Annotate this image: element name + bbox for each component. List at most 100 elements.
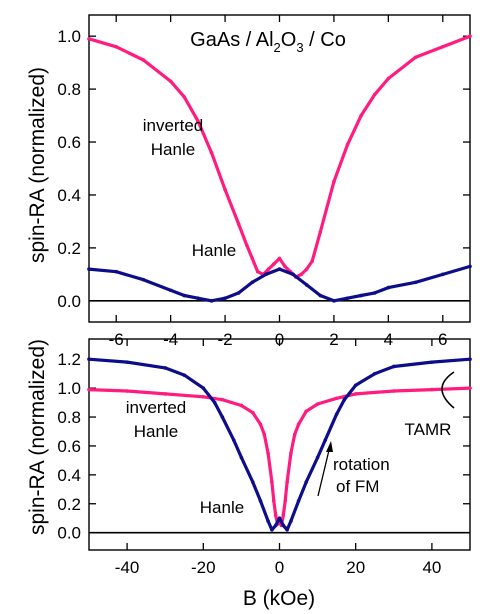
data-point-hanle bbox=[345, 296, 350, 300]
data-point-hanle bbox=[258, 499, 263, 503]
data-point-hanle bbox=[239, 455, 244, 460]
data-point-hanle bbox=[125, 360, 129, 364]
data-point-hanle bbox=[332, 299, 336, 303]
data-point-inverted-hanle bbox=[334, 396, 339, 401]
data-point-hanle bbox=[277, 267, 282, 271]
data-point-inverted-hanle bbox=[251, 410, 255, 415]
data-point-hanle bbox=[182, 373, 187, 377]
data-point-inverted-hanle bbox=[114, 44, 119, 49]
data-point-hanle bbox=[291, 272, 295, 277]
data-point-hanle bbox=[114, 269, 119, 274]
y-tick-label: 0.2 bbox=[57, 495, 81, 514]
x-tick-label: -20 bbox=[191, 558, 216, 577]
data-point-inverted-hanle bbox=[289, 451, 293, 455]
data-point-inverted-hanle bbox=[386, 76, 391, 81]
y-tick-label: 0.8 bbox=[57, 408, 81, 427]
data-point-hanle bbox=[277, 516, 282, 521]
data-point-inverted-hanle bbox=[315, 402, 320, 406]
data-point-hanle bbox=[359, 293, 363, 298]
data-point-inverted-hanle bbox=[271, 499, 276, 503]
x-tick-label: 40 bbox=[422, 558, 441, 577]
data-point-inverted-hanle bbox=[168, 79, 173, 83]
panel-bottom: -40 -20 0 20 40 0.0 0.2 0.4 0.6 0.8 1.0 1.2 inverte… bbox=[57, 338, 472, 577]
data-point-hanle bbox=[468, 357, 472, 362]
data-point-inverted-hanle bbox=[283, 499, 288, 503]
data-point-inverted-hanle bbox=[87, 387, 91, 392]
data-point-inverted-hanle bbox=[283, 264, 287, 269]
data-point-hanle bbox=[372, 371, 377, 376]
data-point-hanle bbox=[182, 293, 187, 298]
data-point-inverted-hanle bbox=[304, 267, 309, 271]
y-tick-label: 0.4 bbox=[57, 186, 81, 205]
series-line-hanle-top bbox=[87, 264, 472, 303]
data-point-hanle bbox=[392, 364, 396, 369]
data-point-inverted-hanle bbox=[281, 513, 286, 518]
data-point-inverted-hanle bbox=[273, 513, 278, 518]
data-point-inverted-hanle bbox=[258, 422, 263, 427]
data-point-hanle bbox=[372, 291, 377, 295]
data-point-inverted-hanle bbox=[318, 230, 323, 234]
rotation-arrow bbox=[317, 445, 331, 497]
data-point-hanle bbox=[168, 288, 173, 293]
data-point-inverted-hanle bbox=[468, 386, 472, 390]
annotation-inverted-hanle-top-line2: Hanle bbox=[151, 140, 195, 159]
y-axis-title-bottom: spin-RA (normalized) bbox=[26, 339, 49, 535]
data-point-inverted-hanle bbox=[345, 142, 350, 147]
data-point-inverted-hanle bbox=[270, 480, 274, 484]
data-point-inverted-hanle bbox=[182, 95, 187, 99]
data-point-hanle bbox=[304, 283, 309, 287]
data-point-hanle bbox=[87, 357, 91, 362]
y-tick-label: 0.0 bbox=[57, 292, 81, 311]
data-point-inverted-hanle bbox=[413, 55, 418, 60]
x-tick-label: -40 bbox=[115, 558, 140, 577]
data-point-hanle bbox=[251, 480, 255, 484]
data-point-inverted-hanle bbox=[250, 256, 255, 261]
data-point-hanle bbox=[430, 360, 434, 364]
data-point-inverted-hanle bbox=[299, 272, 304, 277]
data-point-inverted-hanle bbox=[262, 432, 267, 437]
annotation-hanle-bottom: Hanle bbox=[200, 498, 244, 517]
data-point-inverted-hanle bbox=[430, 387, 434, 392]
data-point-hanle bbox=[468, 264, 472, 269]
data-point-inverted-hanle bbox=[359, 113, 363, 118]
rotation-arrow-head bbox=[326, 441, 333, 452]
data-point-inverted-hanle bbox=[468, 34, 472, 38]
data-point-hanle bbox=[386, 285, 391, 290]
chart-title-top: GaAs / Al2O3 / Co bbox=[190, 29, 346, 55]
y-tick-label: 0.8 bbox=[57, 80, 81, 99]
data-point-hanle bbox=[231, 438, 236, 442]
data-point-inverted-hanle bbox=[125, 389, 129, 393]
data-point-hanle bbox=[323, 438, 328, 442]
annotation-hanle-top: Hanle bbox=[192, 241, 236, 260]
y-tick-label: 1.2 bbox=[57, 350, 81, 369]
data-point-inverted-hanle bbox=[255, 269, 260, 274]
x-tick-label: 20 bbox=[346, 558, 365, 577]
data-point-hanle bbox=[315, 455, 320, 460]
data-point-inverted-hanle bbox=[163, 392, 167, 396]
data-point-inverted-hanle bbox=[285, 480, 289, 484]
data-point-inverted-hanle bbox=[292, 432, 297, 437]
data-point-inverted-hanle bbox=[332, 179, 336, 184]
y-tick-label: 0.6 bbox=[57, 133, 81, 152]
data-point-inverted-hanle bbox=[209, 150, 214, 155]
data-point-inverted-hanle bbox=[372, 92, 377, 97]
series-group-top bbox=[87, 34, 472, 303]
data-point-hanle bbox=[236, 291, 241, 295]
data-point-inverted-hanle bbox=[310, 259, 314, 263]
data-point-inverted-hanle bbox=[304, 409, 308, 414]
data-point-inverted-hanle bbox=[277, 256, 282, 261]
y-tick-label: 0.4 bbox=[57, 466, 81, 485]
data-point-hanle bbox=[342, 397, 347, 402]
data-point-hanle bbox=[163, 366, 167, 370]
data-point-hanle bbox=[353, 383, 358, 388]
data-point-hanle bbox=[304, 480, 308, 484]
data-point-hanle bbox=[87, 267, 91, 271]
annotation-inverted-hanle-top-line1: inverted bbox=[143, 116, 203, 135]
annotation-rotation-line1: rotation bbox=[333, 455, 390, 474]
annotation-tamr: TAMR bbox=[405, 420, 452, 439]
annotation-inverted-hanle-bottom-line2: Hanle bbox=[134, 422, 178, 441]
panel-top: -6-4-202460.00.20.40.60.81.0 GaAs / Al2O… bbox=[57, 14, 472, 349]
series-line-hanle-bottom bbox=[87, 357, 472, 532]
data-point-hanle bbox=[201, 386, 206, 390]
